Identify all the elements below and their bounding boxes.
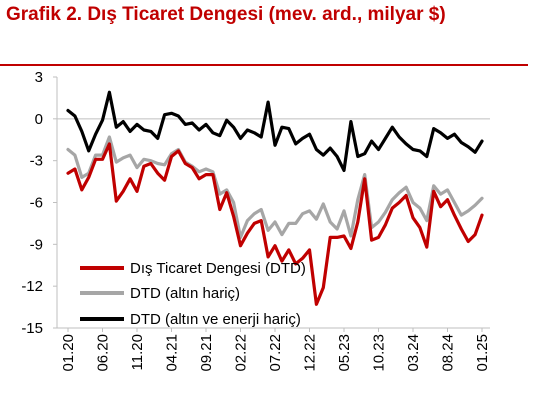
x-tick-label: 09.21 — [198, 334, 215, 372]
x-tick-label: 02.22 — [233, 334, 250, 372]
x-tick-label: 10.23 — [371, 334, 388, 372]
y-tick-label: 3 — [35, 69, 43, 86]
x-tick-label: 03.24 — [405, 334, 422, 372]
series-line — [66, 90, 484, 172]
x-tick-label: 01.25 — [474, 334, 491, 372]
x-tick-label: 05.23 — [336, 334, 353, 372]
chart-title: Grafik 2. Dış Ticaret Dengesi (mev. ard.… — [6, 4, 446, 25]
x-tick-label: 12.22 — [302, 334, 319, 372]
legend-item-dtd-altin-haric: DTD (altın hariç) — [130, 285, 240, 302]
x-tick-label: 07.22 — [267, 334, 284, 372]
x-tick-label: 11.20 — [129, 334, 146, 370]
y-tick-label: -3 — [30, 153, 43, 170]
title-divider — [0, 64, 528, 66]
y-tick-label: 0 — [35, 111, 43, 128]
x-tick-label: 01.20 — [60, 334, 77, 372]
series-line — [66, 142, 484, 306]
legend-item-dtd-altin-enerji-haric: DTD (altın ve enerji hariç) — [130, 311, 301, 328]
y-tick-label: -9 — [30, 236, 43, 253]
x-tick-label: 06.20 — [95, 334, 112, 372]
x-tick-label: 08.24 — [440, 334, 457, 372]
x-tick-label: 04.21 — [164, 334, 181, 372]
y-tick-label: -6 — [30, 195, 43, 212]
y-tick-label: -15 — [21, 320, 43, 337]
y-tick-label: -12 — [21, 278, 43, 295]
series-line — [66, 135, 484, 239]
legend-item-dtd: Dış Ticaret Dengesi (DTD) — [130, 260, 306, 277]
